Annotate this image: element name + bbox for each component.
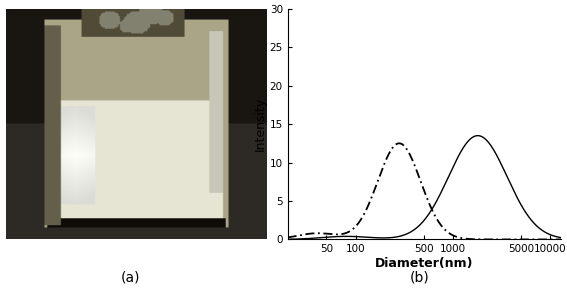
Text: (b): (b) (410, 270, 429, 284)
X-axis label: Diameter(nm): Diameter(nm) (375, 257, 474, 270)
Y-axis label: Intensity: Intensity (254, 97, 267, 151)
Text: (a): (a) (121, 270, 140, 284)
